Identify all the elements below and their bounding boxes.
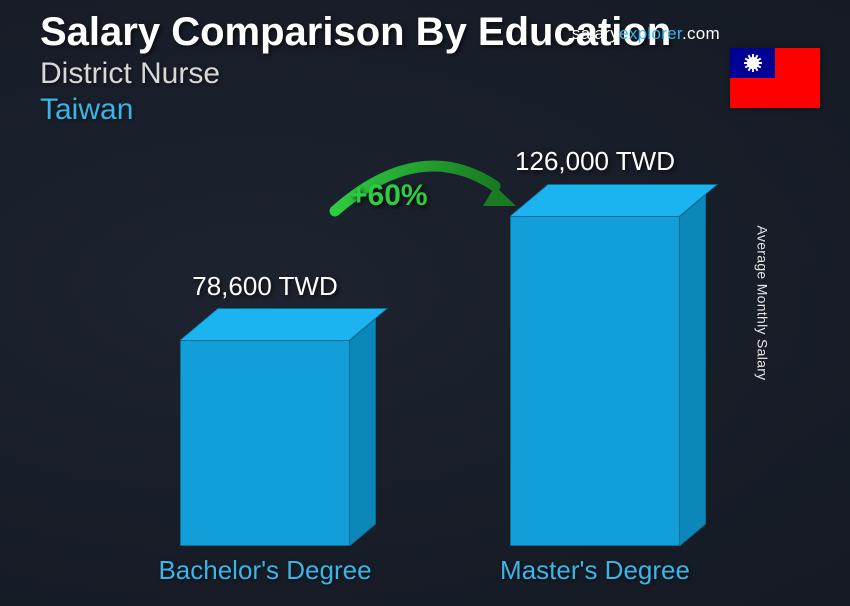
- brand-logo: salaryexplorer.com: [572, 24, 720, 44]
- brand-pre: salary: [572, 24, 619, 43]
- percentage-delta: +60%: [350, 179, 428, 213]
- job-title: District Nurse: [40, 57, 671, 91]
- bar-master: 126,000 TWD: [470, 216, 720, 546]
- bar-value: 78,600 TWD: [140, 271, 390, 302]
- x-label-bachelor: Bachelor's Degree: [140, 555, 390, 586]
- bar-chart: 78,600 TWD Bachelor's Degree 126,000 TWD…: [0, 146, 820, 586]
- country-name: Taiwan: [40, 93, 671, 127]
- flag-icon: [730, 48, 820, 108]
- bar-bachelor: 78,600 TWD: [140, 340, 390, 546]
- x-label-master: Master's Degree: [470, 555, 720, 586]
- flag-sun-icon: [747, 57, 759, 69]
- brand-accent: explorer: [619, 24, 682, 43]
- brand-suf: .com: [682, 24, 720, 43]
